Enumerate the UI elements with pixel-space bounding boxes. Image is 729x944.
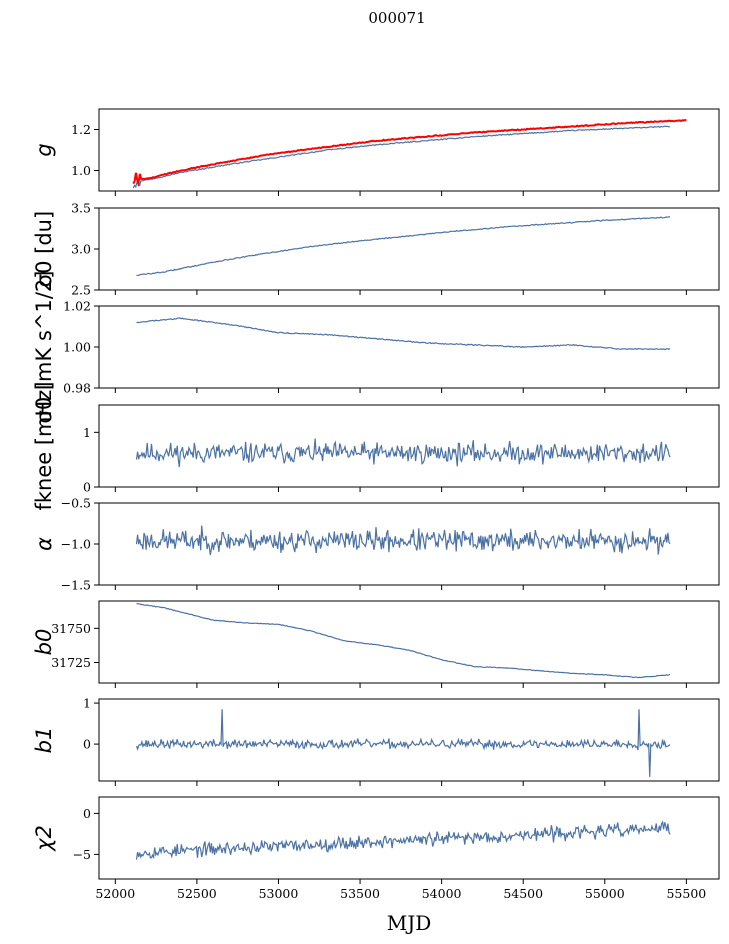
panel-frame bbox=[98, 108, 720, 192]
y-tick-label: 1.0 bbox=[71, 163, 91, 178]
y-tick-label: 0 bbox=[83, 806, 91, 821]
panel-chi2: −5 0 52000 52500 53000 53500 54000 54500 55000 55… bbox=[32, 796, 720, 901]
series-line bbox=[135, 820, 671, 860]
panel-frame bbox=[98, 305, 720, 389]
panel-alpha: −1.5 −1.0 −0.5 α bbox=[32, 496, 720, 593]
figure-title: 000071 bbox=[368, 9, 425, 27]
panel-fknee: 0 1 fknee [mHz] bbox=[32, 381, 720, 511]
series-line bbox=[136, 317, 671, 351]
y-tick-label: 0 bbox=[83, 737, 91, 752]
x-axis-label: MJD bbox=[387, 911, 432, 935]
y-axis-label: σ0 [du] bbox=[32, 211, 56, 287]
panel-sigma0-du: 2.5 3.0 3.5 σ0 [du] bbox=[32, 201, 720, 298]
panel-gain: 1.0 1.2 g bbox=[32, 108, 720, 196]
y-tick-label: −1.5 bbox=[61, 578, 91, 593]
y-tick-label: 1.2 bbox=[71, 122, 91, 137]
y-axis-label: χ2 bbox=[32, 825, 56, 852]
x-tick-label: 55500 bbox=[666, 886, 706, 901]
series-line bbox=[132, 125, 671, 189]
y-tick-label: 1.02 bbox=[63, 299, 91, 314]
panel-frame bbox=[98, 404, 720, 488]
x-tick-label: 53000 bbox=[259, 886, 299, 901]
series-line bbox=[135, 709, 671, 777]
x-tick-label: 54500 bbox=[503, 886, 543, 901]
x-tick-label: 54000 bbox=[422, 886, 462, 901]
y-tick-label: 1.00 bbox=[63, 340, 91, 355]
x-tick-label: 52000 bbox=[95, 886, 135, 901]
panel-frame bbox=[98, 600, 720, 684]
y-tick-label: 3.5 bbox=[71, 201, 91, 216]
y-axis-label: g bbox=[32, 143, 56, 156]
y-tick-label: 0.98 bbox=[63, 381, 91, 396]
y-axis-label: α bbox=[32, 537, 56, 551]
series-line bbox=[135, 525, 671, 556]
x-tick-label: 55000 bbox=[585, 886, 625, 901]
panel-b1: 0 1 b1 bbox=[32, 696, 720, 786]
y-tick-label: −1.0 bbox=[61, 537, 91, 552]
y-axis-label: b0 bbox=[32, 629, 56, 656]
y-axis-label: b1 bbox=[32, 727, 56, 754]
y-tick-label: 1 bbox=[83, 696, 91, 711]
panel-frame bbox=[98, 502, 720, 586]
panel-frame bbox=[98, 796, 720, 880]
panel-frame bbox=[98, 698, 720, 782]
y-tick-label: 3.0 bbox=[71, 242, 91, 257]
x-tick-label: 52500 bbox=[177, 886, 217, 901]
y-tick-label: 31750 bbox=[51, 621, 91, 636]
y-tick-label: −0.5 bbox=[61, 496, 91, 511]
panel-frame bbox=[98, 207, 720, 291]
series-line bbox=[135, 438, 671, 468]
y-tick-label: −5 bbox=[73, 847, 91, 862]
series-line bbox=[136, 602, 671, 679]
x-tick-label: 53500 bbox=[340, 886, 380, 901]
series-line bbox=[136, 216, 671, 277]
panel-sigma0-mk: 0.98 1.00 1.02 σ0 [mK s^1/2] bbox=[32, 271, 720, 424]
y-axis-label: fknee [mHz] bbox=[32, 381, 56, 510]
y-tick-label: 0 bbox=[83, 480, 91, 495]
y-tick-label: 31725 bbox=[51, 655, 91, 670]
series-line bbox=[132, 118, 687, 187]
y-axis-label: σ0 [mK s^1/2] bbox=[32, 271, 56, 424]
y-tick-label: 1 bbox=[83, 425, 91, 440]
y-tick-label: 2.5 bbox=[71, 283, 91, 298]
